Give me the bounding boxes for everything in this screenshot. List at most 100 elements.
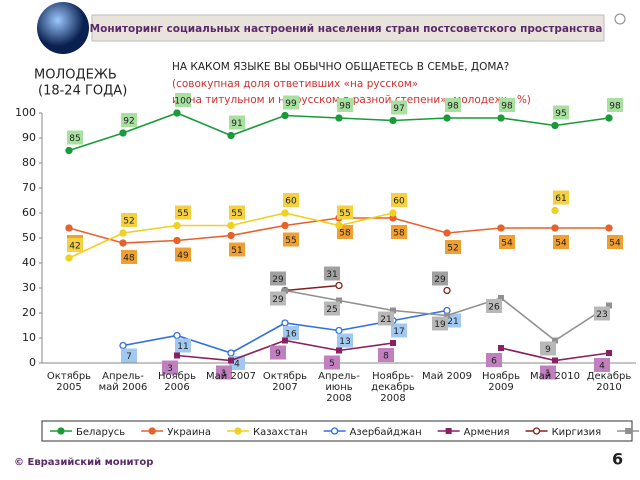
value-label-box [270,345,286,360]
value-label: 13 [339,337,350,347]
value-label-box [445,98,461,112]
value-label: 26 [488,303,500,313]
value-label-box [324,355,340,370]
value-label-box [229,205,245,220]
value-label: 98 [339,102,351,112]
legend-label: Азербайджан [350,427,422,438]
marker [605,224,613,232]
header-title: Мониторинг социальных настроений населен… [90,23,603,35]
y-tick-label: 60 [22,206,36,219]
value-label: 48 [123,254,135,264]
x-tick-label: Октябрь 2005 [46,371,92,393]
value-label: 4 [234,360,240,370]
x-tick-label: Ноябрь 2006 [157,371,197,393]
value-label-box [216,365,232,380]
value-label: 58 [393,229,405,239]
value-label: 1 [545,369,551,379]
marker [173,236,181,245]
value-label: 9 [275,349,281,359]
x-tick-label: Ноябрь 2009 [481,371,521,393]
footer: © Евразийский монитор [14,457,153,468]
value-label: 17 [393,327,404,337]
marker [281,319,289,327]
y-tick-label: 40 [22,256,36,269]
chart-subtitle: (совокупная доля ответивших «на русском» [172,78,418,90]
marker [443,114,451,122]
value-label: 21 [447,317,458,327]
value-label: 8 [383,352,389,362]
value-label: 55 [231,209,242,219]
value-label-box [175,93,191,107]
marker [443,229,451,237]
marker [65,224,73,232]
value-label-box [432,316,448,331]
marker [282,337,288,344]
marker [552,337,558,344]
value-label: 55 [177,209,188,219]
value-label: 4 [599,362,605,372]
y-tick-label: 50 [22,231,36,244]
value-label-box [499,98,515,112]
legend-label: Казахстан [253,427,308,438]
value-label: 60 [393,197,405,207]
value-label: 29 [272,275,284,285]
value-label-box [162,360,178,375]
value-label: 7 [126,352,132,362]
value-label-box [553,105,569,120]
value-label-box [337,98,353,112]
marker [552,357,558,364]
value-label: 52 [447,244,458,254]
value-label: 55 [339,209,350,219]
value-label: 91 [231,119,242,129]
globe-icon [37,2,89,54]
value-label-box [553,190,569,205]
marker [119,239,127,247]
close-icon[interactable] [614,13,626,25]
value-label-box [378,311,394,326]
marker [336,347,342,354]
marker [227,231,235,240]
value-label: 54 [609,239,621,249]
value-label-box [175,247,191,262]
marker [330,427,339,435]
value-label-box [67,238,83,252]
value-label: 58 [339,229,351,239]
marker [65,146,73,155]
group-age: (18-24 ГОДА) [38,84,127,99]
value-label-box [486,299,502,313]
marker [227,221,235,230]
marker [390,340,396,346]
value-label: 49 [177,251,189,261]
value-label-box [121,213,137,227]
value-label: 1 [221,369,227,379]
x-tick-label: Май 2010 [530,371,580,382]
value-label-box [229,115,245,130]
marker [498,295,504,301]
value-label: 61 [555,194,566,204]
value-label-box [391,225,407,239]
x-tick-label: Ноябрь- декабрь 2008 [371,371,415,404]
value-label: 98 [501,102,513,112]
value-label: 54 [555,239,567,249]
value-label: 19 [434,320,446,330]
y-tick-label: 100 [15,106,36,119]
marker [119,129,127,137]
marker [498,345,504,351]
value-label: 23 [596,310,607,320]
marker [174,352,180,359]
marker [551,121,559,130]
series-line [285,286,447,291]
y-tick-label: 70 [22,181,36,194]
x-tick-label: Декабрь 2010 [586,371,632,393]
value-label-box [378,348,394,362]
marker [148,427,156,435]
marker [173,109,181,117]
value-label-box [391,100,407,115]
value-label-box [391,323,407,338]
value-label-box [391,193,407,207]
marker [443,286,451,295]
legend-label: Украина [167,427,211,438]
marker [551,206,559,215]
value-label-box [607,98,623,112]
